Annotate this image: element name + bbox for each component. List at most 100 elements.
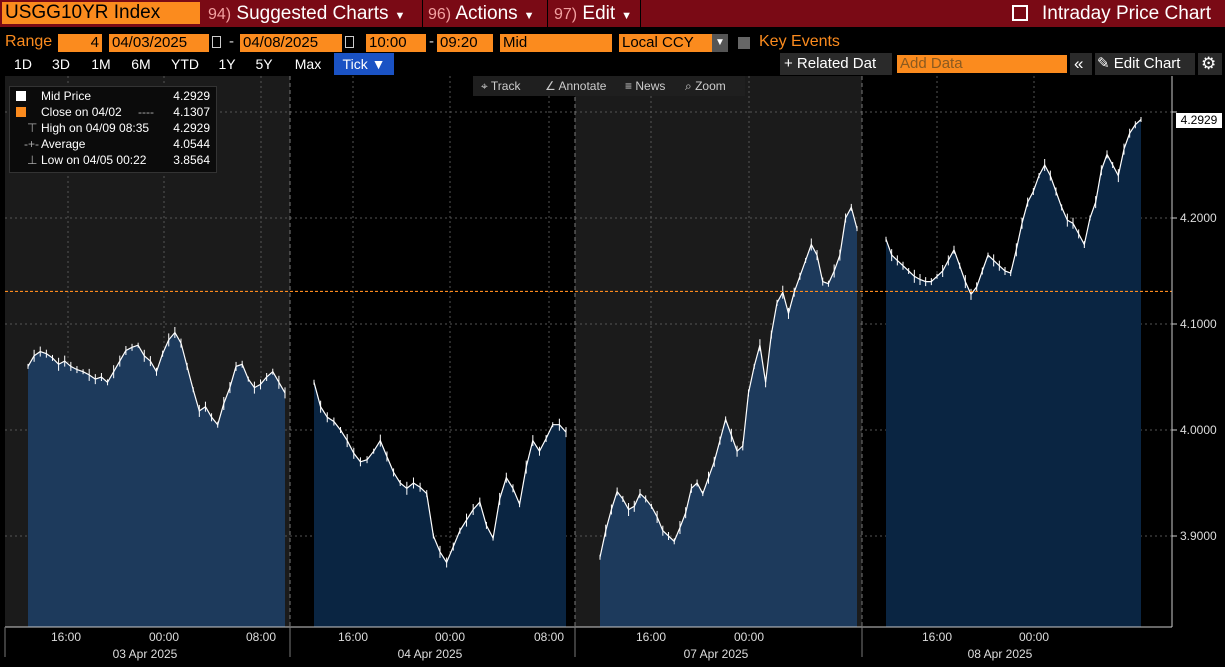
track-tool[interactable]: ⌖ Track	[481, 76, 520, 96]
end-time-field[interactable]: 09:20	[437, 34, 493, 52]
legend-close: Close on 04/02 ---- 4.1307	[10, 104, 216, 120]
calendar-icon[interactable]	[345, 36, 354, 48]
x-tick-label: 16:00	[337, 630, 369, 644]
range-days-field[interactable]: 4	[58, 34, 102, 52]
tool-label: Annotate	[558, 79, 607, 93]
x-day-label: 04 Apr 2025	[397, 647, 463, 661]
period-1m[interactable]: 1M	[91, 56, 111, 72]
price-area-segment	[28, 332, 285, 627]
period-1d[interactable]: 1D	[14, 56, 32, 72]
y-tick-label: 3.9000	[1180, 529, 1217, 543]
legend-value: 4.2929	[173, 89, 210, 103]
window-title[interactable]: Intraday Price Chart	[1012, 0, 1211, 27]
legend-value: 4.1307	[173, 105, 210, 119]
price-line-segment	[599, 205, 858, 558]
menu-divider	[422, 0, 423, 27]
legend-label: Mid Price	[41, 89, 92, 103]
legend-value: 4.2929	[173, 121, 210, 135]
actions-menu[interactable]: 96) Actions ▼	[428, 0, 535, 27]
period-max[interactable]: Max	[294, 56, 322, 72]
legend-high: ⊤ High on 04/09 08:35 4.2929	[10, 120, 216, 136]
x-tick-label: 16:00	[921, 630, 953, 644]
white-square-icon	[16, 91, 26, 101]
suggested-charts-menu[interactable]: 94) Suggested Charts ▼	[208, 0, 405, 27]
chevron-down-icon[interactable]: ▼	[712, 34, 728, 52]
key-events-checkbox[interactable]	[738, 37, 750, 49]
menu-number: 96)	[428, 6, 452, 23]
start-time-field[interactable]: 10:00	[366, 34, 426, 52]
low-marker-icon: ⊥	[27, 153, 38, 167]
zoom-tool[interactable]: ⌕ Zoom	[685, 76, 726, 96]
y-tick-label: 4.1000	[1180, 317, 1217, 331]
price-areas	[28, 119, 1141, 627]
period-3d[interactable]: 3D	[52, 56, 70, 72]
edit-chart-label: Edit Chart	[1113, 55, 1181, 72]
x-day-label: 08 Apr 2025	[967, 647, 1033, 661]
menu-number: 97)	[554, 6, 578, 23]
legend-label: High on 04/09 08:35	[41, 121, 150, 135]
end-date-field[interactable]: 04/08/2025	[240, 34, 342, 52]
legend-label: Low on 04/05 00:22	[41, 153, 147, 167]
add-data-input[interactable]: Add Data	[897, 55, 1067, 73]
price-area-segment	[314, 382, 566, 627]
gear-icon[interactable]: ⚙	[1201, 54, 1217, 73]
annotate-tool[interactable]: ∠ Annotate	[545, 76, 606, 96]
period-ytd[interactable]: YTD	[171, 56, 199, 72]
ticker-field[interactable]: USGG10YR Index	[2, 2, 200, 24]
external-link-icon	[1012, 5, 1029, 21]
news-icon: ≡	[625, 79, 633, 93]
annotate-icon: ∠	[545, 79, 556, 93]
legend-mid-price: Mid Price 4.2929	[10, 88, 216, 104]
header-bar	[0, 0, 1225, 27]
menu-number: 94)	[208, 6, 232, 23]
x-tick-label: 08:00	[533, 630, 565, 644]
x-tick-label: 00:00	[733, 630, 765, 644]
price-field-select[interactable]: Mid	[500, 34, 612, 52]
legend-value: 3.8564	[173, 153, 210, 167]
edit-menu[interactable]: 97) Edit ▼	[554, 0, 632, 27]
chart-legend[interactable]: Mid Price 4.2929 Close on 04/02 ---- 4.13…	[9, 86, 217, 173]
x-tick-label: 00:00	[1018, 630, 1050, 644]
x-day-label: 03 Apr 2025	[112, 647, 178, 661]
menu-label: Edit	[582, 3, 616, 24]
news-tool[interactable]: ≡ News	[625, 76, 665, 96]
legend-low: ⊥ Low on 04/05 00:22 3.8564	[10, 152, 216, 168]
legend-average: -+- Average 4.0544	[10, 136, 216, 152]
currency-select[interactable]: Local CCY	[619, 34, 713, 52]
collapse-bg	[1070, 53, 1092, 75]
period-1y[interactable]: 1Y	[218, 56, 236, 72]
x-tick-label: 16:00	[50, 630, 82, 644]
magnifier-icon: ⌕	[685, 79, 692, 93]
start-date-field[interactable]: 04/03/2025	[109, 34, 209, 52]
last-price-badge: 4.2929	[1176, 113, 1222, 128]
related-data-bg	[780, 53, 892, 75]
collapse-icon[interactable]: «	[1074, 54, 1084, 73]
x-tick-label: 00:00	[434, 630, 466, 644]
menu-label: Actions	[455, 3, 518, 24]
related-data-button[interactable]: + Related Dat	[784, 55, 877, 72]
x-tick-label: 08:00	[245, 630, 277, 644]
tool-label: Zoom	[695, 79, 726, 93]
legend-label: Average	[41, 137, 86, 151]
key-events-label: Key Events	[759, 33, 840, 50]
price-lines	[27, 117, 1142, 568]
range-label: Range	[5, 33, 53, 50]
average-marker-icon: -+-	[24, 137, 39, 151]
period-5y[interactable]: 5Y	[255, 56, 273, 72]
title-text: Intraday Price Chart	[1042, 3, 1211, 24]
chevron-down-icon: ▼	[394, 10, 406, 22]
period-tick[interactable]: Tick ▼	[334, 53, 394, 75]
y-tick-label: 4.2000	[1180, 211, 1217, 225]
menu-label: Suggested Charts	[236, 3, 389, 24]
edit-chart-button[interactable]: ✎ Edit Chart	[1097, 53, 1180, 75]
tool-label: Track	[490, 79, 521, 93]
chevron-down-icon: ▼	[621, 10, 633, 22]
high-marker-icon: ⊤	[27, 121, 38, 135]
settings-bg	[1198, 53, 1222, 75]
x-tick-label: 16:00	[635, 630, 667, 644]
calendar-icon[interactable]	[212, 36, 221, 48]
menu-divider	[547, 0, 548, 27]
period-6m[interactable]: 6M	[131, 56, 151, 72]
chart-axes	[4, 76, 1177, 657]
chart-tools-bar: ⌖ Track ∠ Annotate ≡ News ⌕ Zoom	[473, 76, 745, 96]
